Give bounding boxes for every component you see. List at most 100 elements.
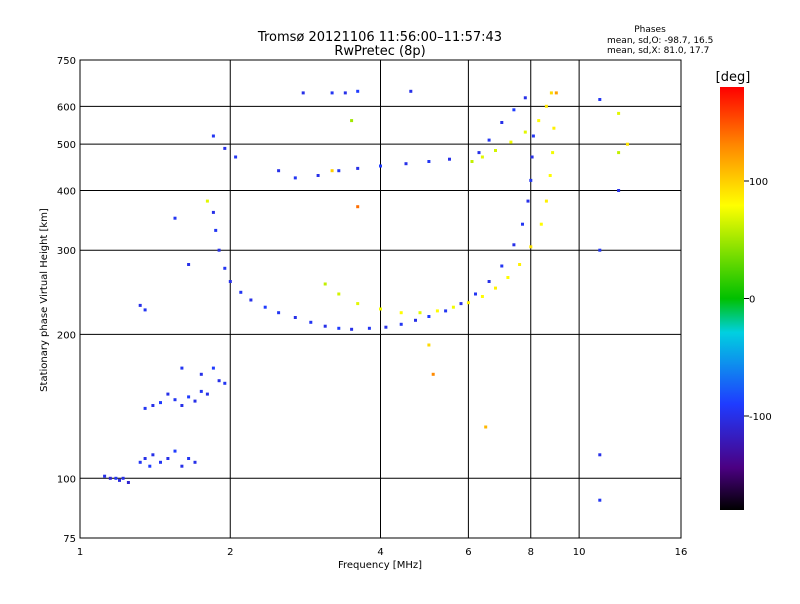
data-point-x: [484, 425, 488, 429]
data-point-o: [121, 476, 125, 480]
data-point-x: [470, 160, 474, 163]
data-point-x: [350, 119, 354, 123]
data-point-o: [223, 266, 227, 270]
data-point-o: [180, 366, 184, 370]
data-point-x: [356, 302, 360, 306]
data-point-o: [350, 327, 354, 331]
x-tick-label: 10: [573, 547, 586, 558]
phases-mean-x: mean, sd,X: 81.0, 17.7: [607, 46, 709, 56]
data-point-o: [166, 457, 170, 460]
data-point-x: [617, 111, 621, 115]
data-point-x: [506, 276, 510, 279]
y-tick-label: 400: [57, 186, 76, 197]
data-point-o: [187, 263, 191, 266]
data-point-o: [193, 460, 197, 464]
data-point-o: [180, 464, 184, 468]
data-point-x: [323, 282, 327, 286]
chart-title: Tromsø 20121106 11:56:00–11:57:43: [257, 30, 502, 45]
data-point-o: [173, 398, 177, 402]
data-point-x: [523, 130, 527, 134]
data-point-o: [138, 303, 142, 307]
data-point-o: [151, 404, 155, 407]
phases-heading: Phases: [634, 25, 666, 35]
data-point-o: [159, 401, 162, 405]
data-point-o: [277, 169, 281, 173]
data-point-o: [143, 457, 147, 460]
tick-labels: 1 2 4 6 8 10 16 75 100 200 300 400 500 600 750: [57, 56, 687, 558]
data-point-o: [193, 399, 197, 403]
data-point-x: [544, 104, 548, 108]
data-point-o: [337, 326, 341, 330]
chart-subtitle: RwPretec (8p): [334, 44, 425, 59]
data-point-x: [529, 245, 533, 249]
data-point-o: [337, 169, 341, 173]
data-point-o: [277, 311, 281, 315]
data-point-x: [551, 151, 555, 155]
data-point-o: [356, 166, 360, 170]
data-point-o: [234, 155, 238, 159]
data-point-o: [199, 372, 203, 376]
data-point-o: [404, 162, 408, 166]
data-point-x: [626, 142, 629, 146]
data-point-o: [217, 248, 221, 252]
data-point-o: [293, 176, 297, 180]
y-tick-label: 500: [57, 140, 76, 151]
data-point-o: [500, 264, 504, 268]
data-point-x: [494, 149, 497, 152]
data-point-o: [343, 91, 347, 95]
data-point-o: [526, 199, 530, 203]
data-point-o: [409, 89, 413, 93]
data-point-x: [480, 295, 484, 298]
data-point-o: [330, 91, 334, 95]
x-tick-label: 16: [675, 547, 688, 558]
data-point-o: [211, 366, 215, 370]
data-point-x: [431, 372, 435, 376]
data-point-o: [143, 406, 147, 410]
data-point-o: [187, 395, 191, 399]
colorbar-label: [deg]: [716, 70, 751, 85]
data-point-o: [512, 108, 516, 112]
data-point-o: [500, 121, 504, 124]
data-point-o: [211, 134, 215, 138]
data-point-x: [518, 263, 522, 266]
data-point-x: [435, 309, 439, 313]
y-axis-label: Stationary phase Virtual Height [km]: [39, 208, 50, 392]
x-axis-label: Frequency [MHz]: [338, 560, 422, 571]
y-tick-label: 100: [57, 474, 76, 485]
data-point-o: [187, 457, 191, 460]
data-point-x: [379, 307, 382, 311]
data-point-o: [487, 280, 491, 283]
data-point-o: [474, 292, 477, 296]
y-tick-label: 750: [57, 56, 76, 67]
data-point-o: [521, 222, 524, 226]
data-point-o: [323, 324, 327, 328]
data-point-x: [544, 199, 548, 203]
data-point-o: [598, 453, 602, 457]
data-point-o: [159, 460, 162, 464]
data-point-x: [549, 91, 553, 95]
data-point-o: [367, 326, 371, 330]
data-point-o: [427, 160, 431, 163]
data-point-o: [205, 392, 209, 396]
data-point-o: [199, 389, 203, 393]
data-point-o: [138, 460, 142, 464]
x-tick-label: 1: [77, 547, 83, 558]
x-tick-label: 6: [465, 547, 471, 558]
data-point-o: [459, 302, 463, 306]
data-point-x: [205, 199, 209, 203]
data-point-x: [537, 119, 541, 123]
data-point-o: [301, 91, 305, 95]
data-point-o: [598, 98, 602, 101]
data-point-x: [330, 169, 334, 173]
data-point-o: [617, 189, 621, 192]
grid-layer: [80, 60, 681, 538]
x-tick-label: 8: [528, 547, 534, 558]
data-point-x: [552, 126, 556, 130]
y-tick-label: 600: [57, 102, 76, 113]
data-point-x: [554, 91, 558, 95]
data-point-o: [530, 155, 534, 159]
data-point-o: [118, 478, 121, 482]
data-point-o: [173, 216, 177, 220]
data-point-x: [451, 305, 455, 309]
